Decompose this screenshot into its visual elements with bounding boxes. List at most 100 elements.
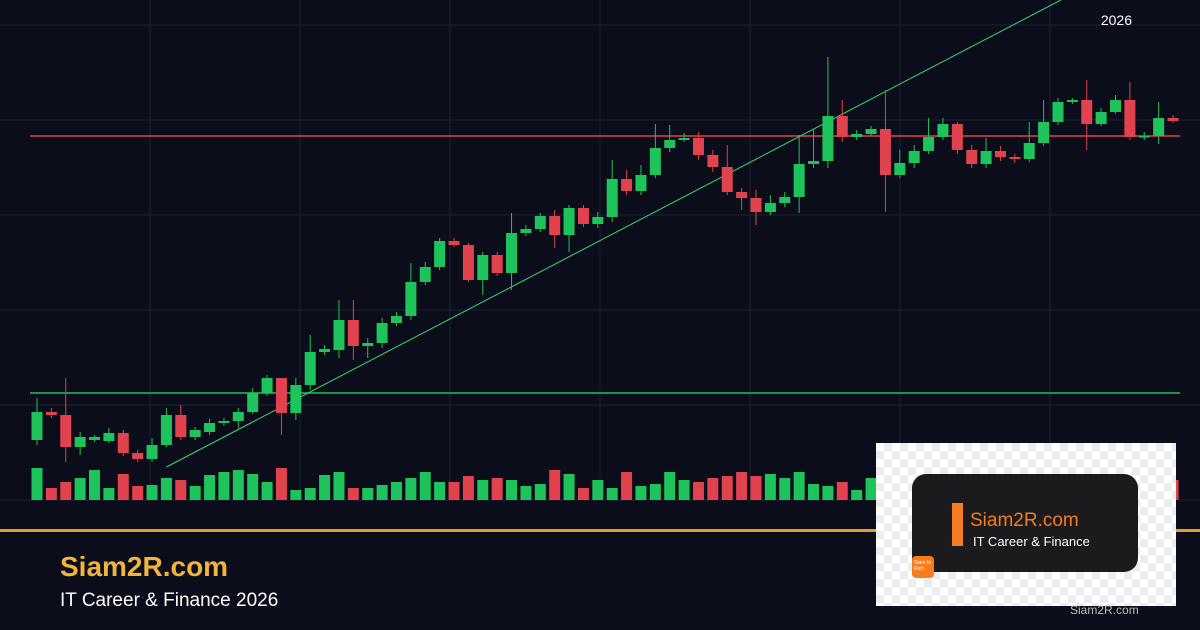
candle-body	[980, 151, 992, 164]
volume-bar	[434, 482, 446, 500]
volume-bar	[448, 482, 460, 500]
candle-body	[319, 349, 331, 352]
candle-body	[1009, 157, 1021, 159]
volume-bar	[117, 474, 129, 500]
candle-body	[1081, 100, 1093, 124]
candle-body	[1023, 143, 1035, 159]
candle-body	[808, 161, 820, 164]
volume-bar	[635, 486, 647, 500]
candle-body	[132, 453, 144, 459]
watermark: Siam2R.com IT Career & Finance Siam to R…	[876, 443, 1176, 617]
volume-bar	[736, 472, 748, 500]
candle-body	[851, 134, 863, 137]
volume-bar	[477, 480, 489, 500]
volume-bar	[132, 486, 144, 500]
volume-bar	[678, 480, 690, 500]
candle-body	[376, 323, 388, 343]
volume-bar	[319, 475, 331, 500]
candle-body	[678, 138, 690, 140]
candle-body	[577, 208, 589, 224]
volume-bar	[793, 472, 805, 500]
volume-bar	[750, 476, 762, 500]
candle-body	[520, 229, 532, 233]
volume-bar	[247, 474, 259, 500]
candle-body	[491, 255, 503, 273]
candle-body	[405, 282, 417, 316]
watermark-subtitle: IT Career & Finance	[973, 534, 1090, 549]
candle-body	[822, 116, 834, 161]
candle-body	[448, 241, 460, 245]
candle-body	[45, 412, 57, 415]
candle-body	[1153, 118, 1165, 136]
watermark-title: Siam2R.com	[970, 510, 1079, 531]
candle-body	[836, 116, 848, 137]
logo: Siam to Rich	[912, 556, 934, 578]
brand-title: Siam2R.com	[60, 551, 229, 582]
volume-bar	[189, 486, 201, 500]
candle-body	[506, 233, 518, 273]
candle-body	[923, 137, 935, 151]
volume-bar	[391, 482, 402, 500]
volume-bar	[304, 488, 316, 500]
candle-body	[606, 179, 618, 217]
volume-bar	[649, 484, 661, 500]
candle-body	[89, 437, 101, 440]
candle-body	[74, 437, 86, 447]
candle-body	[31, 412, 43, 440]
volume-bar	[275, 468, 287, 500]
volume-bar	[45, 488, 57, 500]
volume-bar	[103, 488, 115, 500]
candle-body	[707, 155, 719, 167]
volume-bar	[520, 486, 532, 500]
volume-bar	[204, 475, 216, 500]
candle-body	[391, 316, 402, 323]
candle-body	[549, 216, 561, 235]
candle-body	[304, 352, 316, 385]
volume-bar	[261, 482, 273, 500]
candle-body	[865, 129, 877, 134]
candle-body	[894, 163, 906, 175]
watermark-footer: Siam2R.com	[1070, 603, 1139, 617]
candle-body	[189, 430, 201, 437]
volume-bar	[865, 478, 877, 500]
volume-bar	[549, 470, 561, 500]
volume-bar	[491, 478, 503, 500]
volume-bar	[60, 482, 72, 500]
candle-body	[60, 415, 72, 447]
volume-bar	[822, 486, 834, 500]
candle-body	[635, 175, 647, 191]
candle-body	[160, 415, 172, 445]
candle-body	[117, 433, 129, 453]
volume-bar	[621, 472, 633, 500]
volume-bar	[376, 485, 388, 500]
volume-bar	[31, 468, 43, 500]
accent-bar	[952, 503, 963, 546]
volume-bar	[692, 482, 704, 500]
volume-bar	[808, 484, 820, 500]
candle-body	[347, 320, 359, 346]
volume-bar	[836, 482, 848, 500]
volume-bar	[333, 472, 345, 500]
volume-bar	[405, 478, 417, 500]
volume-bar	[664, 472, 676, 500]
candle-body	[721, 167, 733, 192]
volume-bar	[175, 480, 187, 500]
candle-body	[649, 148, 661, 175]
candle-body	[592, 217, 604, 224]
volume-bar	[563, 474, 575, 500]
volume-bar	[592, 480, 604, 500]
volume-bar	[290, 490, 302, 500]
volume-bar	[851, 490, 863, 500]
candle-body	[1038, 122, 1050, 143]
candle-body	[664, 140, 676, 148]
volume-bar	[419, 472, 431, 500]
candle-body	[779, 197, 791, 203]
divider	[0, 529, 1200, 532]
candle-body	[621, 179, 633, 191]
candle-body	[419, 267, 431, 282]
volume-bar	[146, 485, 158, 500]
volume-bar	[577, 488, 589, 500]
candle-body	[951, 124, 963, 150]
candle-body	[534, 216, 546, 229]
